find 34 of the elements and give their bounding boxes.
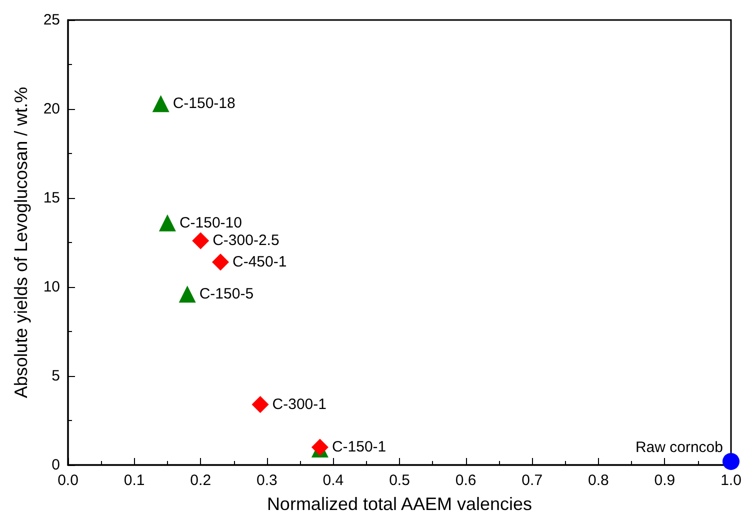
x-tick-label: 0.9 [654,472,676,489]
y-axis-title: Absolute yields of Levoglucosan / wt.% [11,86,31,398]
y-tick-label: 0 [52,456,60,474]
x-tick-label: 0.6 [455,472,476,489]
annotation: C-300-1 [272,396,326,413]
point [158,214,176,232]
point [192,232,210,250]
annotation: C-150-1 [332,438,386,456]
x-tick-label: 0.2 [190,472,212,489]
x-tick-label: 0.7 [522,472,543,489]
x-tick-label: 1.0 [720,472,742,489]
x-tick-label: 0.1 [124,472,145,489]
x-tick-label: 0.4 [322,472,344,489]
annotation: C-300-2.5 [212,232,280,250]
y-tick-label: 25 [43,12,60,28]
y-tick-label: 10 [43,278,60,296]
annotation: C-450-1 [232,254,287,271]
x-tick-label: 0.8 [588,472,609,489]
x-tick-label: 0.0 [58,472,78,489]
y-tick-label: 15 [43,190,60,206]
annotation: C-150-5 [199,286,254,303]
point [152,95,170,112]
annotation: C-150-18 [172,95,236,112]
point [178,286,196,303]
point [212,254,229,271]
x-tick-label: 0.3 [256,472,278,489]
point [722,452,740,470]
x-tick-label: 0.5 [389,472,410,489]
annotation: C-150-10 [179,214,242,232]
x-axis-title: Normalized total AAEM valencies [266,494,532,514]
y-tick-label: 20 [43,100,60,118]
y-tick-label: 5 [52,368,60,384]
point [252,396,269,413]
annotation: Raw corncob [635,438,723,456]
